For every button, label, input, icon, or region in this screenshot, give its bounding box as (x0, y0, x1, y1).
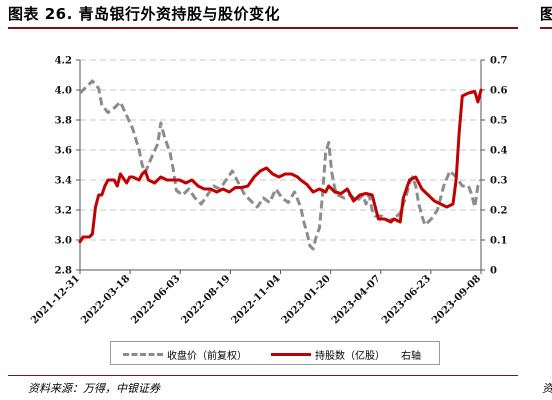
y-right-tick-label: 0.4 (490, 146, 507, 157)
y-right-tick-label: 0.7 (490, 56, 507, 67)
figure-title: 图表 26. 青岛银行外资持股与股价变化 (8, 5, 281, 23)
y-left-tick-label: 4.0 (55, 86, 72, 97)
x-tick-label: 2023-06-23 (380, 273, 433, 326)
y-left-tick-label: 3.4 (55, 176, 72, 187)
x-tick-label: 2022-06-03 (129, 273, 182, 326)
adjacent-title-rule (540, 27, 552, 29)
x-tick-label: 2023-04-07 (330, 273, 383, 326)
x-tick-label: 2022-11-04 (230, 273, 283, 326)
legend-label-right-axis: 右轴 (401, 351, 421, 362)
series-line-price (78, 79, 483, 251)
x-tick-label: 2022-03-18 (79, 273, 132, 326)
y-left-tick-label: 3.0 (55, 236, 72, 247)
y-right-tick-label: 0 (490, 266, 497, 277)
footer-rule (8, 375, 518, 376)
y-right-tick-label: 0.1 (490, 236, 507, 247)
series-line-holding (78, 88, 483, 244)
x-tick-label: 2021-12-31 (29, 273, 82, 326)
legend-label-price: 收盘价（前复权） (167, 351, 247, 362)
x-tick-label: 2022-08-19 (179, 273, 232, 326)
legend-swatch-holding (271, 353, 311, 356)
adjacent-figure-title-fragment: 图 (540, 5, 552, 23)
title-rule (8, 27, 518, 29)
y-right-tick-label: 0.2 (490, 206, 507, 217)
y-right-tick-label: 0.6 (490, 86, 507, 97)
adjacent-source-fragment: 资 (542, 382, 552, 395)
legend-label-holding: 持股数（亿股） (315, 351, 385, 362)
legend: 收盘价（前复权） 持股数（亿股） 右轴 (110, 341, 440, 365)
y-right-tick-label: 0.5 (490, 116, 507, 127)
y-left-tick-label: 4.2 (55, 56, 72, 67)
x-tick-label: 2023-09-08 (430, 273, 483, 326)
y-left-tick-label: 3.2 (55, 206, 72, 217)
legend-swatch-price (123, 353, 163, 356)
y-right-tick-label: 0.3 (490, 176, 507, 187)
y-left-tick-label: 2.8 (55, 266, 72, 277)
y-left-tick-label: 3.6 (55, 146, 72, 157)
source-note: 资料来源：万得，中银证券 (28, 382, 160, 395)
x-tick-label: 2023-01-20 (280, 273, 333, 326)
y-left-tick-label: 3.8 (55, 116, 72, 127)
